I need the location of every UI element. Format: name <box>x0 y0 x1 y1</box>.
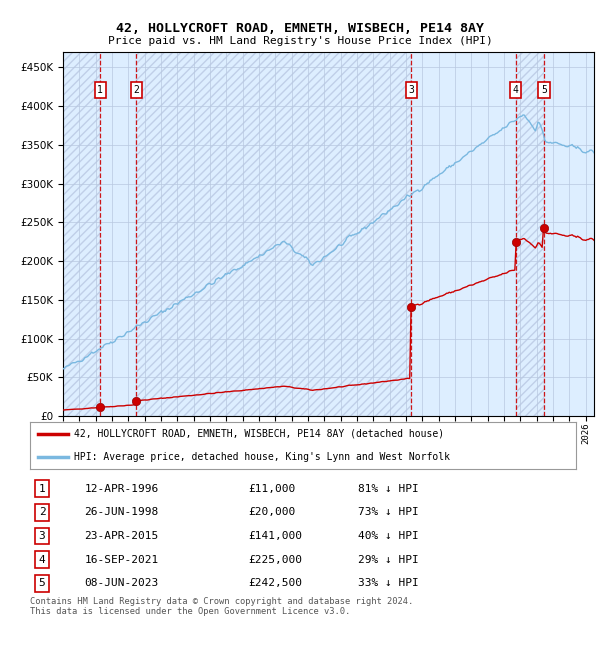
Text: 16-SEP-2021: 16-SEP-2021 <box>85 554 159 565</box>
Text: 12-APR-1996: 12-APR-1996 <box>85 484 159 493</box>
Text: 42, HOLLYCROFT ROAD, EMNETH, WISBECH, PE14 8AY (detached house): 42, HOLLYCROFT ROAD, EMNETH, WISBECH, PE… <box>74 429 444 439</box>
Text: 1: 1 <box>38 484 46 493</box>
Text: 26-JUN-1998: 26-JUN-1998 <box>85 507 159 517</box>
Bar <box>516 52 544 416</box>
Text: 29% ↓ HPI: 29% ↓ HPI <box>358 554 418 565</box>
Text: 2: 2 <box>133 85 139 95</box>
Text: 5: 5 <box>38 578 46 588</box>
Text: 42, HOLLYCROFT ROAD, EMNETH, WISBECH, PE14 8AY: 42, HOLLYCROFT ROAD, EMNETH, WISBECH, PE… <box>116 22 484 35</box>
Bar <box>136 52 411 416</box>
Bar <box>516 52 544 416</box>
Text: 40% ↓ HPI: 40% ↓ HPI <box>358 531 418 541</box>
Text: 4: 4 <box>38 554 46 565</box>
Text: HPI: Average price, detached house, King's Lynn and West Norfolk: HPI: Average price, detached house, King… <box>74 452 449 462</box>
Text: 3: 3 <box>38 531 46 541</box>
Text: 23-APR-2015: 23-APR-2015 <box>85 531 159 541</box>
Text: £20,000: £20,000 <box>248 507 296 517</box>
Text: 2: 2 <box>38 507 46 517</box>
Text: 3: 3 <box>408 85 414 95</box>
Text: £141,000: £141,000 <box>248 531 302 541</box>
Text: 81% ↓ HPI: 81% ↓ HPI <box>358 484 418 493</box>
Text: 08-JUN-2023: 08-JUN-2023 <box>85 578 159 588</box>
Text: Contains HM Land Registry data © Crown copyright and database right 2024.
This d: Contains HM Land Registry data © Crown c… <box>30 597 413 616</box>
Text: 5: 5 <box>541 85 547 95</box>
Text: 1: 1 <box>97 85 103 95</box>
Text: £11,000: £11,000 <box>248 484 296 493</box>
Bar <box>63 52 100 416</box>
Bar <box>63 52 100 416</box>
Text: £225,000: £225,000 <box>248 554 302 565</box>
Text: 33% ↓ HPI: 33% ↓ HPI <box>358 578 418 588</box>
Text: Price paid vs. HM Land Registry's House Price Index (HPI): Price paid vs. HM Land Registry's House … <box>107 36 493 46</box>
Text: 73% ↓ HPI: 73% ↓ HPI <box>358 507 418 517</box>
Bar <box>136 52 411 416</box>
Text: £242,500: £242,500 <box>248 578 302 588</box>
Text: 4: 4 <box>513 85 518 95</box>
